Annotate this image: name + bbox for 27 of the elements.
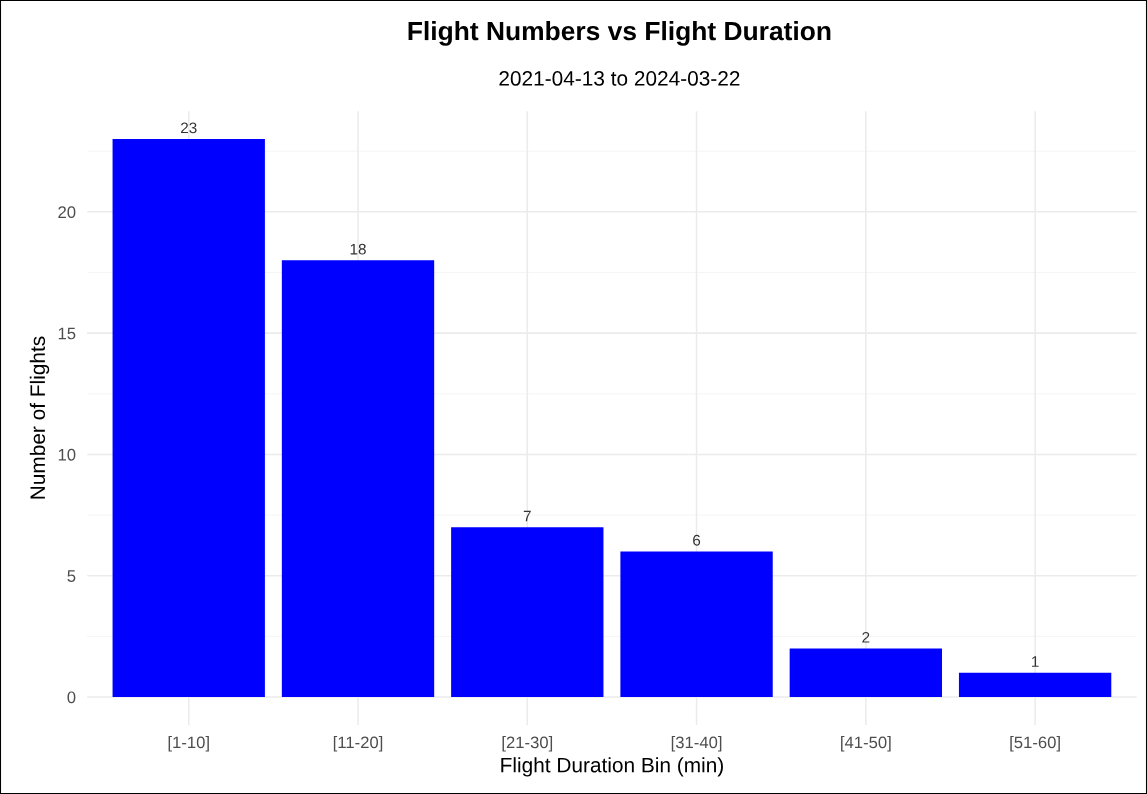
y-tick-label: 5 — [67, 570, 76, 582]
x-axis-title: Flight Duration Bin (min) — [501, 757, 723, 777]
chart-subtitle: 2021-04-13 to 2024-03-22 — [499, 71, 740, 86]
data-label: 6 — [693, 534, 701, 546]
data-label: 18 — [350, 243, 366, 255]
data-label: 7 — [523, 510, 531, 522]
bar — [789, 648, 943, 698]
bar — [620, 551, 773, 698]
data-label: 2 — [862, 631, 870, 643]
x-tick-label: [41-50] — [841, 736, 891, 752]
bar — [451, 527, 604, 698]
y-tick-label: 20 — [58, 206, 76, 219]
bar — [281, 260, 435, 698]
y-tick-label: 15 — [58, 327, 76, 340]
y-tick-label: 0 — [67, 691, 76, 704]
x-tick-label: [11-20] — [333, 736, 383, 752]
y-tick-label: 10 — [58, 448, 76, 461]
x-tick-label: [31-40] — [671, 736, 722, 752]
bar — [958, 672, 1112, 698]
bar — [112, 139, 265, 698]
data-label: 1 — [1032, 656, 1039, 667]
x-tick-label: [21-30] — [502, 736, 553, 752]
y-axis-title: Number of Flights — [29, 336, 50, 499]
data-label: 23 — [181, 122, 197, 134]
x-tick-label: [51-60] — [1010, 736, 1060, 752]
x-tick-label: [1-10] — [168, 736, 209, 752]
chart-title: Flight Numbers vs Flight Duration — [408, 20, 831, 46]
